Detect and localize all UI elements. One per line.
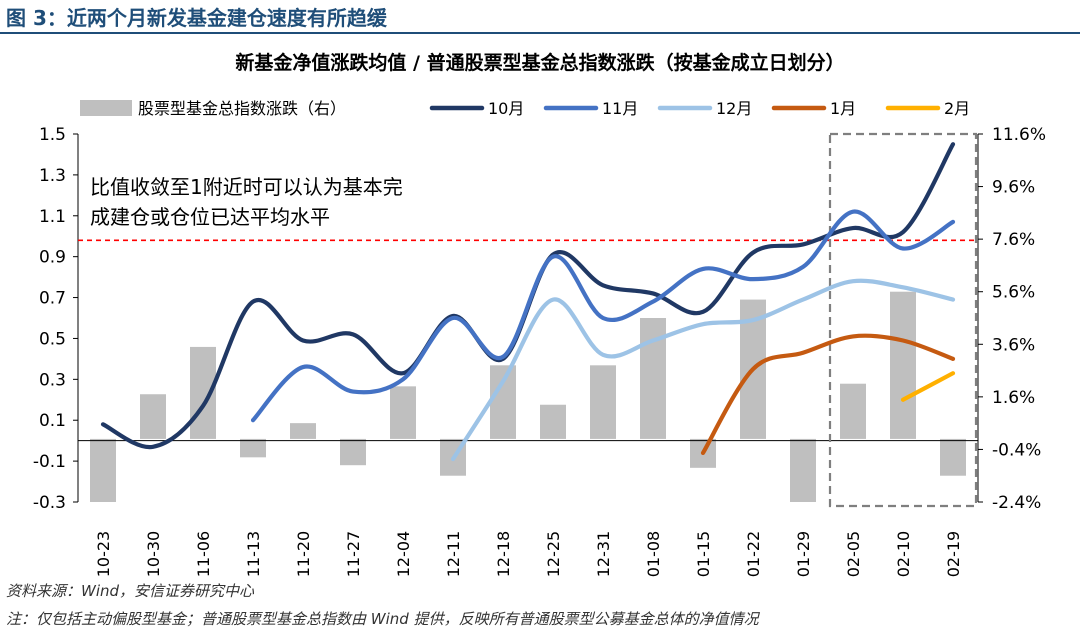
x-tick-label: 02-19 <box>944 531 963 578</box>
legend-label-series-4: 1月 <box>830 99 856 118</box>
source-note: 资料来源：Wind，安信证券研究中心 <box>6 582 255 600</box>
bar-01-29 <box>790 438 816 502</box>
x-tick-label: 10-23 <box>94 531 113 578</box>
bar-12-25 <box>540 404 566 439</box>
legend-label-bars: 股票型基金总指数涨跌（右） <box>138 99 346 118</box>
bar-02-05 <box>840 383 866 439</box>
right-tick-label: 1.6% <box>992 388 1035 408</box>
left-tick-label: 1.3 <box>39 166 66 186</box>
bar-11-13 <box>240 438 266 458</box>
bar-12-18 <box>490 365 516 439</box>
x-tick-label: 11-27 <box>344 531 363 578</box>
series-line-3 <box>450 278 956 462</box>
x-tick-label: 12-04 <box>394 531 413 578</box>
legend-label-series-3: 12月 <box>716 99 752 118</box>
right-tick-label: 3.6% <box>992 335 1035 355</box>
left-tick-label: 1.5 <box>39 125 66 145</box>
annotation-text: 成建仓或仓位已达平均水平 <box>90 205 330 229</box>
x-tick-label: 11-06 <box>194 531 213 578</box>
left-tick-label: 0.9 <box>39 248 66 268</box>
x-tick-label: 01-22 <box>744 531 763 578</box>
x-tick-label: 01-08 <box>644 531 663 578</box>
bar-10-23 <box>90 438 116 502</box>
series-line-2 <box>250 209 956 423</box>
bar-10-30 <box>140 394 166 439</box>
x-tick-label: 11-13 <box>244 531 263 578</box>
x-tick-label: 12-11 <box>444 531 463 578</box>
series-line-4 <box>700 333 956 456</box>
x-tick-label: 02-05 <box>844 531 863 578</box>
legend-label-series-2: 11月 <box>602 99 638 118</box>
left-tick-label: 0.5 <box>39 329 66 349</box>
legend-label-series-1: 10月 <box>488 99 524 118</box>
left-tick-label: -0.1 <box>33 452 66 472</box>
highlight-box <box>828 132 978 508</box>
right-tick-label: 11.6% <box>992 125 1046 145</box>
x-tick-label: 01-15 <box>694 531 713 578</box>
x-tick-label: 12-25 <box>544 531 563 578</box>
right-tick-label: 5.6% <box>992 283 1035 303</box>
x-tick-label: 12-31 <box>594 531 613 578</box>
right-tick-label: -0.4% <box>992 440 1041 460</box>
bar-11-20 <box>290 423 316 439</box>
left-tick-label: -0.3 <box>33 493 66 513</box>
bar-02-19 <box>940 438 966 476</box>
left-tick-label: 0.7 <box>39 289 66 309</box>
bar-12-04 <box>390 386 416 439</box>
footnote: 注：仅包括主动偏股型基金；普通股票型基金总指数由 Wind 提供，反映所有普通股… <box>6 610 759 628</box>
annotation-text: 比值收敛至1附近时可以认为基本完 <box>90 175 403 199</box>
right-tick-label: 9.6% <box>992 178 1035 198</box>
left-tick-label: 0.1 <box>39 411 66 431</box>
left-tick-label: 0.3 <box>39 370 66 390</box>
legend-label-series-5: 2月 <box>944 99 970 118</box>
legend-swatch-bars <box>80 100 132 116</box>
figure-label: 图 3：近两个月新发基金建仓速度有所趋缓 <box>6 6 387 30</box>
bar-11-27 <box>340 438 366 466</box>
left-tick-label: 1.1 <box>39 207 66 227</box>
right-tick-label: 7.6% <box>992 230 1035 250</box>
x-tick-label: 01-29 <box>794 531 813 578</box>
bar-12-31 <box>590 365 616 439</box>
title-divider <box>0 32 1080 34</box>
chart-title: 新基金净值涨跌均值 / 普通股票型基金总指数涨跌（按基金成立日划分） <box>235 52 845 74</box>
right-tick-label: -2.4% <box>992 493 1041 513</box>
x-tick-label: 11-20 <box>294 531 313 578</box>
x-tick-label: 02-10 <box>894 531 913 578</box>
x-tick-label: 12-18 <box>494 531 513 578</box>
series-line-5 <box>900 371 956 402</box>
x-tick-label: 10-30 <box>144 531 163 578</box>
bar-02-10 <box>890 291 916 439</box>
